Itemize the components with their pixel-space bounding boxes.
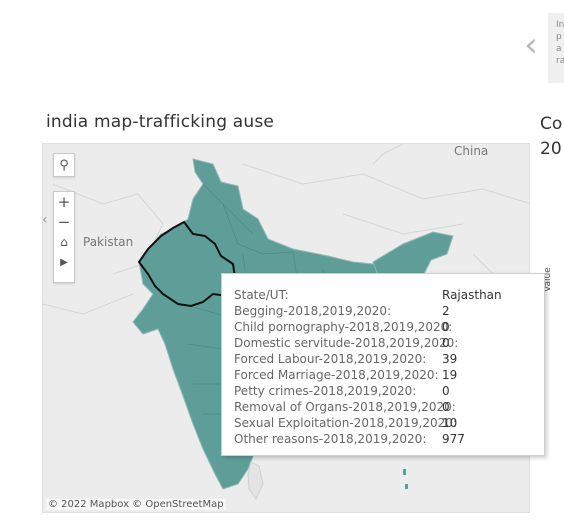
tooltip-key: Petty crimes-2018,2019,2020: (234, 384, 417, 398)
label-pakistan: Pakistan (83, 235, 134, 249)
tooltip-row: Petty crimes-2018,2019,2020: 0 (234, 383, 544, 399)
tooltip-value: 19 (442, 368, 458, 382)
tooltip-row: Child pornography-2018,2019,2020: 0 (234, 319, 544, 335)
caption-line: a (556, 44, 562, 54)
tooltip-value: 0 (442, 400, 450, 414)
tooltip-value: 2 (442, 304, 450, 318)
tooltip-key: State/UT: (234, 288, 289, 302)
tooltip-value: Rajasthan (442, 288, 502, 302)
tooltip-row: Domestic servitude-2018,2019,2020: 0 (234, 335, 544, 351)
search-icon[interactable]: ⚲ (59, 157, 69, 173)
caption-line: p (556, 32, 562, 42)
tooltip-row: Forced Labour-2018,2019,2020: 39 (234, 351, 544, 367)
caption-card: In p a ra (548, 13, 564, 83)
tooltip-value: 39 (442, 352, 458, 366)
map-zoom-controls[interactable]: + − ⌂ ▶ (53, 191, 75, 283)
tooltip-key: Domestic servitude-2018,2019,2020: (234, 336, 459, 350)
tooltip-key: Begging-2018,2019,2020: (234, 304, 392, 318)
rajasthan-selected[interactable] (137, 220, 238, 308)
tooltip-value: 977 (442, 432, 465, 446)
tooltip-value: 0 (442, 336, 450, 350)
axis-value-label: Value (543, 267, 553, 292)
tooltip-row: Sexual Exploitation-2018,2019,2020: 10 (234, 415, 544, 431)
caption-line: In (556, 20, 564, 30)
tooltip-key: Sexual Exploitation-2018,2019,2020: (234, 416, 457, 430)
zoom-out-icon[interactable]: − (57, 213, 71, 231)
zoom-in-icon[interactable]: + (57, 193, 71, 211)
next-chart-title: Co 20 (540, 114, 563, 159)
islands (403, 469, 408, 489)
tooltip-key: Removal of Organs-2018,2019,2020: (234, 400, 456, 414)
tooltip-key: Other reasons-2018,2019,2020: (234, 432, 427, 446)
tooltip-value: 10 (442, 416, 458, 430)
label-china: China (454, 144, 489, 158)
map-attribution[interactable]: © 2022 Mapbox © OpenStreetMap (46, 499, 226, 510)
tooltip-row-state: State/UT: Rajasthan (234, 287, 544, 303)
previous-button[interactable]: ‹ (524, 25, 538, 65)
tooltip-value: 0 (442, 384, 450, 398)
sri-lanka-land (247, 461, 264, 500)
map-title: india map-trafficking ause (46, 112, 275, 132)
tooltip-key: Forced Labour-2018,2019,2020: (234, 352, 427, 366)
tooltip-row: Forced Marriage-2018,2019,2020: 19 (234, 367, 544, 383)
tooltip-row: Removal of Organs-2018,2019,2020: 0 (234, 399, 544, 415)
home-icon[interactable]: ⌂ (60, 235, 68, 249)
play-icon[interactable]: ▶ (60, 256, 68, 268)
tooltip-value: 0 (442, 320, 450, 334)
tooltip: State/UT: Rajasthan Begging-2018,2019,20… (221, 273, 545, 456)
tooltip-key: Child pornography-2018,2019,2020: (234, 320, 453, 334)
caption-line: ra (556, 56, 564, 66)
tooltip-row: Other reasons-2018,2019,2020: 977 (234, 431, 544, 447)
collapse-left-icon[interactable]: ‹ (42, 212, 48, 228)
map-search-control[interactable]: ⚲ (53, 153, 75, 177)
tooltip-key: Forced Marriage-2018,2019,2020: (234, 368, 439, 382)
tooltip-row: Begging-2018,2019,2020: 2 (234, 303, 544, 319)
